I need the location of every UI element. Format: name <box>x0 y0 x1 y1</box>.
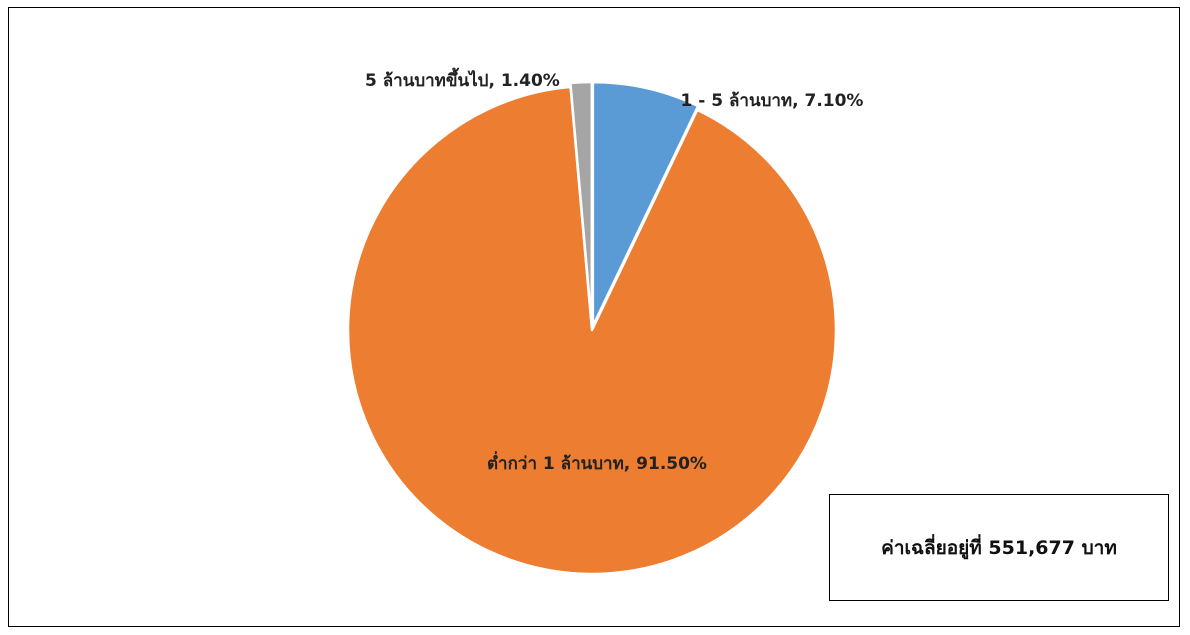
pie-slice-under-1-million <box>346 85 838 576</box>
pie-labels: 1 - 5 ล้านบาท, 7.10% ต่ำกว่า 1 ล้านบาท, 9… <box>365 67 863 474</box>
pie-slices <box>346 80 838 576</box>
slice-label-1-5-million: 1 - 5 ล้านบาท, 7.10% <box>681 91 864 111</box>
slice-label-under-1-million: ต่ำกว่า 1 ล้านบาท, 91.50% <box>487 451 707 474</box>
slice-label-over-5-million: 5 ล้านบาทขึ้นไป, 1.40% <box>365 67 560 91</box>
pie-slice-1-5-million <box>591 80 700 328</box>
pie-slice-over-5-million <box>569 80 594 328</box>
average-note-text: ค่าเฉลี่ยอยู่ที่ 551,677 บาท <box>881 536 1117 559</box>
average-note-box: ค่าเฉลี่ยอยู่ที่ 551,677 บาท <box>829 494 1169 601</box>
